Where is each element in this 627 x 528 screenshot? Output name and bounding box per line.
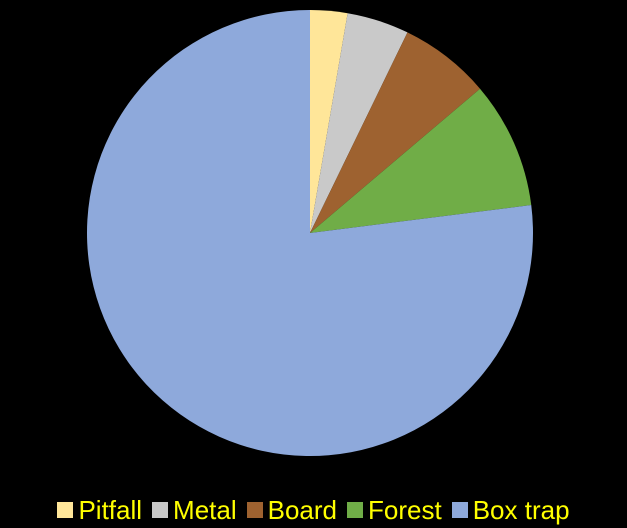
legend-item-pitfall: Pitfall <box>57 497 142 523</box>
legend-item-board: Board <box>246 495 338 525</box>
legend-label-box-trap: Box trap <box>472 495 570 525</box>
pie-chart <box>86 10 533 457</box>
legend-label-forest: Forest <box>368 495 442 525</box>
legend-item-forest: Forest <box>347 497 442 523</box>
pie-slice-metal <box>310 13 408 234</box>
pie-slice-board <box>310 32 481 234</box>
legend-item-box-trap: Box trap <box>451 495 570 525</box>
legend-swatch-box-trap <box>451 502 468 518</box>
pie-slice-forest <box>310 88 532 234</box>
pie-slice-box-trap <box>86 10 533 457</box>
legend-swatch-metal <box>152 502 169 518</box>
pie-slice-pitfall <box>310 10 348 233</box>
legend-swatch-forest <box>347 502 364 518</box>
legend-label-metal: Metal <box>173 495 237 525</box>
legend-label-board: Board <box>267 495 338 525</box>
legend-item-metal: Metal <box>152 497 237 523</box>
legend-swatch-pitfall <box>57 502 74 518</box>
legend-label-pitfall: Pitfall <box>78 495 143 525</box>
pie-chart-area <box>86 10 533 457</box>
chart-legend: Pitfall Metal Board Forest Box trap <box>0 492 627 528</box>
legend-swatch-board <box>246 502 263 518</box>
